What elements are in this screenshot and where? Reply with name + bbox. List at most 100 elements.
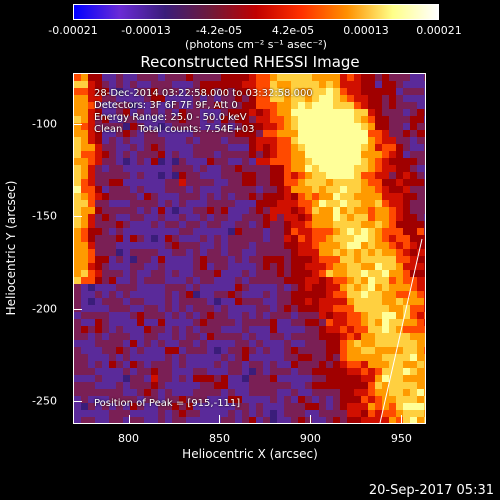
heatmap-cell	[354, 207, 361, 214]
heatmap-cell	[102, 326, 109, 333]
heatmap-cell	[396, 123, 403, 130]
heatmap-cell	[249, 277, 256, 284]
heatmap-cell	[186, 361, 193, 368]
heatmap-cell	[123, 333, 130, 340]
heatmap-cell	[340, 417, 347, 423]
heatmap-cell	[361, 158, 368, 165]
heatmap-cell	[102, 207, 109, 214]
heatmap-cell	[298, 326, 305, 333]
heatmap-cell	[74, 347, 81, 354]
heatmap-cell	[116, 312, 123, 319]
heatmap-cell	[333, 109, 340, 116]
heatmap-cell	[172, 74, 179, 81]
heatmap-cell	[200, 319, 207, 326]
heatmap-cell	[172, 137, 179, 144]
heatmap-cell	[235, 291, 242, 298]
heatmap-cell	[354, 277, 361, 284]
heatmap-cell	[102, 298, 109, 305]
heatmap-cell	[158, 200, 165, 207]
heatmap-cell	[151, 172, 158, 179]
heatmap-cell	[284, 172, 291, 179]
heatmap-cell	[130, 389, 137, 396]
heatmap-cell	[347, 88, 354, 95]
heatmap-cell	[88, 270, 95, 277]
heatmap-cell	[284, 319, 291, 326]
heatmap-cell	[200, 130, 207, 137]
heatmap-cell	[186, 200, 193, 207]
heatmap-cell	[319, 368, 326, 375]
heatmap-cell	[291, 368, 298, 375]
heatmap-cell	[144, 319, 151, 326]
heatmap-cell	[340, 382, 347, 389]
heatmap-cell	[172, 368, 179, 375]
heatmap-cell	[305, 221, 312, 228]
heatmap-cell	[81, 417, 88, 423]
heatmap-cell	[144, 263, 151, 270]
heatmap-cell	[375, 403, 382, 410]
heatmap-cell	[396, 410, 403, 417]
heatmap-cell	[207, 410, 214, 417]
heatmap-cell	[256, 165, 263, 172]
heatmap-cell	[256, 396, 263, 403]
heatmap-cell	[256, 102, 263, 109]
heatmap-cell	[207, 249, 214, 256]
heatmap-cell	[158, 74, 165, 81]
heatmap-cell	[235, 102, 242, 109]
heatmap-cell	[291, 207, 298, 214]
heatmap-cell	[165, 116, 172, 123]
heatmap-cell	[158, 333, 165, 340]
heatmap-cell	[193, 81, 200, 88]
heatmap-cell	[193, 158, 200, 165]
heatmap-cell	[102, 270, 109, 277]
heatmap-cell	[88, 333, 95, 340]
heatmap-cell	[347, 214, 354, 221]
heatmap-cell	[130, 186, 137, 193]
heatmap-cell	[326, 389, 333, 396]
heatmap-cell	[382, 179, 389, 186]
heatmap-cell	[382, 200, 389, 207]
heatmap-cell	[263, 326, 270, 333]
heatmap-cell	[186, 207, 193, 214]
heatmap-cell	[305, 326, 312, 333]
heatmap-cell	[354, 137, 361, 144]
heatmap-cell	[116, 186, 123, 193]
heatmap-cell	[249, 291, 256, 298]
heatmap-cell	[137, 326, 144, 333]
heatmap-cell	[298, 340, 305, 347]
heatmap-cell	[403, 270, 410, 277]
heatmap-cell	[333, 312, 340, 319]
heatmap-cell	[361, 74, 368, 81]
heatmap-cell	[221, 312, 228, 319]
heatmap-cell	[123, 347, 130, 354]
heatmap-cell	[172, 221, 179, 228]
heatmap-cell	[193, 284, 200, 291]
heatmap-cell	[228, 88, 235, 95]
heatmap-cell	[186, 375, 193, 382]
heatmap-cell	[235, 333, 242, 340]
heatmap-cell	[256, 221, 263, 228]
heatmap-cell	[417, 277, 424, 284]
heatmap-cell	[326, 242, 333, 249]
heatmap-cell	[193, 172, 200, 179]
heatmap-cell	[333, 116, 340, 123]
heatmap-cell	[214, 291, 221, 298]
heatmap-cell	[144, 81, 151, 88]
heatmap-cell	[214, 186, 221, 193]
heatmap-cell	[312, 130, 319, 137]
heatmap-cell	[221, 137, 228, 144]
heatmap-cell	[81, 298, 88, 305]
heatmap-cell	[312, 277, 319, 284]
heatmap-cell	[88, 396, 95, 403]
heatmap-cell	[109, 298, 116, 305]
heatmap-cell	[410, 277, 417, 284]
heatmap-cell	[137, 207, 144, 214]
heatmap-cell	[193, 214, 200, 221]
heatmap-cell	[382, 361, 389, 368]
heatmap-cell	[81, 319, 88, 326]
heatmap-cell	[172, 417, 179, 423]
heatmap-cell	[123, 382, 130, 389]
y-tick-mark	[74, 123, 82, 125]
heatmap-cell	[270, 74, 277, 81]
heatmap-cell	[214, 172, 221, 179]
heatmap-cell	[340, 298, 347, 305]
